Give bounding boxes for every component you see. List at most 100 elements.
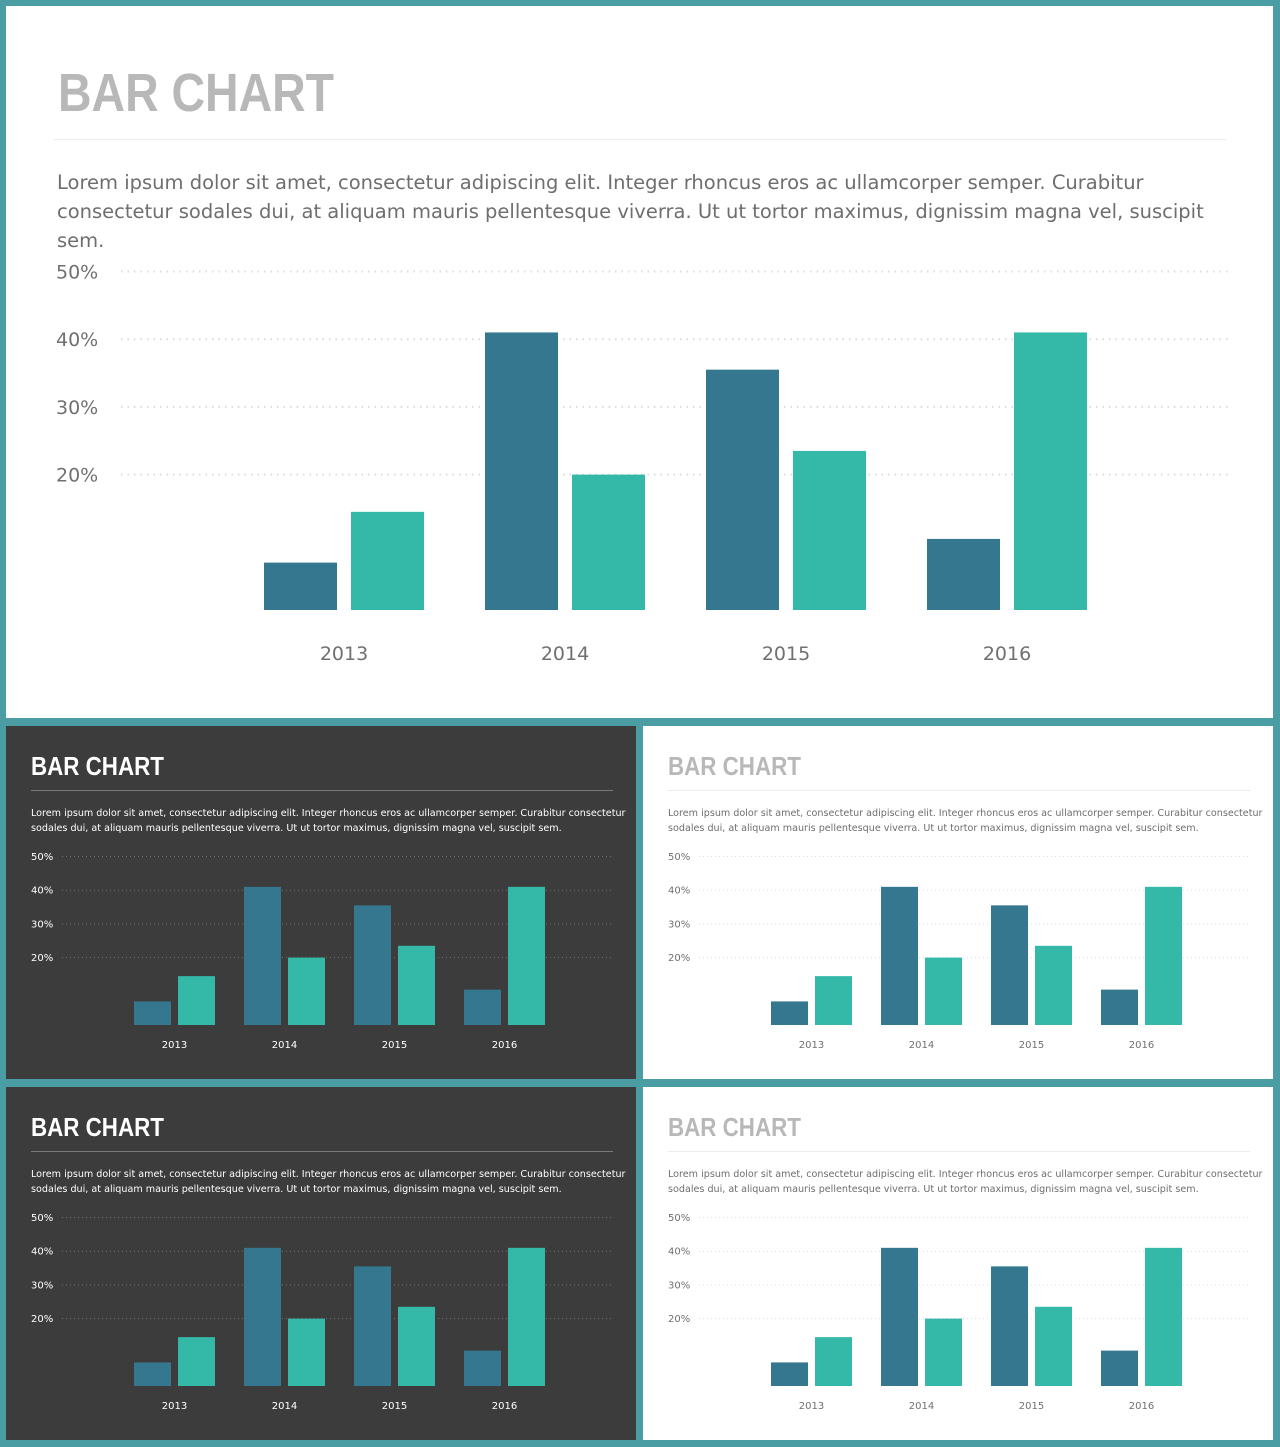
y-tick-label: 50% [668,852,690,863]
y-tick-label: 40% [31,886,53,897]
title-divider [668,1151,1250,1152]
bar-2014-series-2 [925,957,962,1025]
bar-2014-series-1 [244,1247,281,1386]
y-tick-label: 30% [668,1280,690,1291]
bar-2014-series-1 [881,1247,918,1386]
bar-2016-series-2 [1145,886,1182,1025]
slide-description: Lorem ipsum dolor sit amet, consectetur … [668,1169,1263,1195]
y-tick-label: 30% [31,1280,53,1291]
bar-2013-series-1 [134,1362,171,1386]
bar-2013-series-2 [815,976,852,1025]
bar-2015-series-1 [354,1266,391,1386]
bar-2013-series-1 [134,1001,171,1025]
x-category-label: 2016 [492,1401,517,1412]
bar-2016-series-1 [464,1350,501,1386]
bar-2015-series-1 [706,369,779,610]
bar-2014-series-1 [881,886,918,1025]
y-tick-label: 40% [668,1247,690,1258]
bar-2016-series-2 [1145,1247,1182,1386]
slide-title: BAR CHART [58,63,335,123]
y-tick-label: 20% [31,1314,53,1325]
slide-title: BAR CHART [668,751,801,781]
slide-title: BAR CHART [31,751,164,781]
bar-2015-series-2 [398,945,435,1025]
bar-2015-series-2 [793,450,866,610]
bar-2013-series-2 [815,1337,852,1386]
slide-title: BAR CHART [31,1112,164,1142]
slide-description: Lorem ipsum dolor sit amet, consectetur … [668,808,1263,834]
slide-large-light: BAR CHART Lorem ipsum dolor sit amet, co… [6,6,1273,718]
bar-2015-series-2 [1035,945,1072,1025]
slide-description: Lorem ipsum dolor sit amet, consectetur … [31,1169,626,1195]
bar-chart: 20% 30% 40% 50% 2013 2014 2015 2016 [31,1213,612,1412]
bar-2015-series-2 [1035,1306,1072,1386]
x-category-label: 2014 [272,1401,297,1412]
y-tick-label: 40% [31,1247,53,1258]
slide-light-1: BAR CHART Lorem ipsum dolor sit amet, co… [643,726,1273,1079]
bar-chart: 20% 30% 40% 50% 2013 2014 2015 2016 [31,852,612,1051]
bar-2015-series-1 [354,905,391,1025]
y-tick-label: 50% [56,262,98,284]
y-tick-label: 20% [668,953,690,964]
bar-2016-series-2 [508,886,545,1025]
x-category-label: 2014 [909,1040,934,1051]
y-tick-label: 20% [31,953,53,964]
x-category-label: 2014 [541,643,589,665]
y-tick-label: 50% [31,852,53,863]
bar-2014-series-2 [572,474,645,610]
x-category-label: 2014 [909,1401,934,1412]
x-category-label: 2014 [272,1040,297,1051]
bar-2016-series-1 [1101,989,1138,1025]
bar-2013-series-2 [351,511,424,610]
bar-chart: 20% 30% 40% 50% 2013 2014 2015 2016 [668,852,1249,1051]
bar-2014-series-2 [288,957,325,1025]
bar-2015-series-2 [398,1306,435,1386]
bar-chart: 20% 30% 40% 50% 2013 2014 2015 2016 [56,262,1228,665]
slide-light-2: BAR CHART Lorem ipsum dolor sit amet, co… [643,1087,1273,1440]
bar-2015-series-1 [991,905,1028,1025]
title-divider [31,790,613,791]
title-divider [54,139,1226,140]
bar-2014-series-1 [485,332,558,610]
bar-2013-series-1 [771,1362,808,1386]
slide-title: BAR CHART [668,1112,801,1142]
y-tick-label: 40% [56,329,98,351]
bar-2016-series-1 [464,989,501,1025]
bar-2016-series-2 [508,1247,545,1386]
x-category-label: 2013 [162,1040,187,1051]
y-tick-label: 50% [31,1213,53,1224]
slide-description: Lorem ipsum dolor sit amet, consectetur … [31,808,626,834]
y-tick-label: 30% [668,919,690,930]
x-category-label: 2016 [1129,1401,1154,1412]
bar-2016-series-1 [1101,1350,1138,1386]
y-tick-label: 20% [668,1314,690,1325]
y-tick-label: 20% [56,465,98,487]
x-category-label: 2013 [799,1401,824,1412]
x-category-label: 2015 [382,1401,407,1412]
x-category-label: 2015 [762,643,810,665]
title-divider [31,1151,613,1152]
bar-2013-series-2 [178,976,215,1025]
bar-2014-series-1 [244,886,281,1025]
bar-2016-series-2 [1014,332,1087,610]
bar-2016-series-1 [927,538,1000,610]
y-tick-label: 40% [668,886,690,897]
x-category-label: 2015 [382,1040,407,1051]
title-divider [668,790,1250,791]
bar-2015-series-1 [991,1266,1028,1386]
slide-description: Lorem ipsum dolor sit amet, consectetur … [57,171,1204,252]
x-category-label: 2016 [983,643,1031,665]
y-tick-label: 30% [31,919,53,930]
x-category-label: 2013 [799,1040,824,1051]
x-category-label: 2015 [1019,1401,1044,1412]
y-tick-label: 30% [56,397,98,419]
slide-dark-1: BAR CHART Lorem ipsum dolor sit amet, co… [6,726,636,1079]
x-category-label: 2015 [1019,1040,1044,1051]
bar-2014-series-2 [925,1318,962,1386]
x-category-label: 2013 [162,1401,187,1412]
bar-2013-series-1 [264,562,337,610]
x-category-label: 2016 [1129,1040,1154,1051]
bar-2014-series-2 [288,1318,325,1386]
bar-2013-series-1 [771,1001,808,1025]
x-category-label: 2013 [320,643,368,665]
